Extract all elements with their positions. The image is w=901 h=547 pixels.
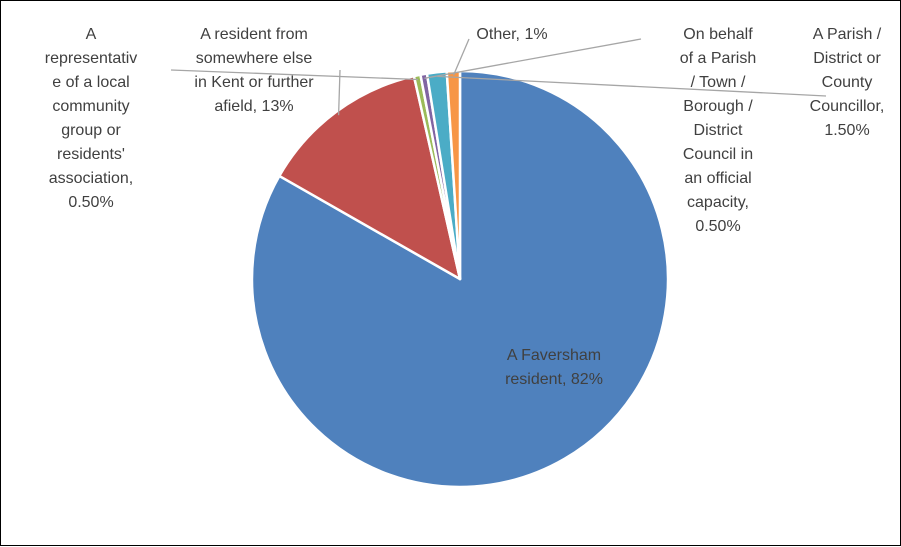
slice-data-label-line: / Town / xyxy=(691,74,746,91)
leader-line xyxy=(170,69,419,81)
data-labels: A Faversham resident, 82% A resident from s… xyxy=(45,26,885,388)
pie-slices xyxy=(250,69,670,489)
pie-slice xyxy=(445,69,462,281)
slice-data-label-line: 0.50% xyxy=(695,218,740,235)
leader-line xyxy=(437,75,827,97)
slice-data-label-line: an official xyxy=(684,170,751,187)
leader-line xyxy=(452,38,470,76)
slice-data-label-line: A Parish / xyxy=(813,26,882,43)
slice-data-label-line: District xyxy=(694,122,743,139)
slice-data-label-line: of a Parish xyxy=(680,50,756,67)
slice-data-label-line: On behalf xyxy=(683,26,753,43)
slice-data-label-line: Councillor, xyxy=(810,98,885,115)
slice-data-label-line: residents' xyxy=(57,146,125,163)
leader-line xyxy=(424,38,642,79)
slice-data-label-line: in Kent or further xyxy=(194,74,314,91)
slice-data-label: A resident from somewhere else in Kent or … xyxy=(194,26,314,115)
slice-data-label: A Faversham resident, 82% xyxy=(505,347,603,388)
slice-data-label-line: capacity, xyxy=(687,194,749,211)
slice-data-label-line: A Faversham xyxy=(507,347,601,364)
slice-data-label-line: representativ xyxy=(45,50,138,67)
slice-data-label-line: community xyxy=(52,98,129,115)
slice-data-label-line: somewhere else xyxy=(196,50,313,67)
slice-data-label-line: District or xyxy=(813,50,881,67)
slice-data-label-line: 0.50% xyxy=(68,194,113,211)
slice-data-label-line: group or xyxy=(61,122,121,139)
slice-data-label: On behalf of a Parish / Town / Borough / Dis… xyxy=(680,26,756,235)
slice-data-label-line: Borough / xyxy=(683,98,753,115)
slice-data-label-line: e of a local xyxy=(52,74,129,91)
slice-data-label-line: 1.50% xyxy=(824,122,869,139)
slice-data-label-line: Other, 1% xyxy=(476,26,547,43)
leader-line xyxy=(337,69,341,116)
slice-data-label-line: County xyxy=(822,74,873,91)
pie-slice xyxy=(278,74,462,281)
slice-data-label-line: A resident from xyxy=(200,26,308,43)
slice-data-label-line: afield, 13% xyxy=(214,98,293,115)
slice-data-label: Other, 1% xyxy=(476,26,547,43)
slice-data-label: A Parish / District or County Councillor, 1.… xyxy=(810,26,885,139)
slice-data-label-line: association, xyxy=(49,170,134,187)
pie-slice xyxy=(250,69,670,489)
slice-data-label-line: Council in xyxy=(683,146,753,163)
slice-data-label-line: A xyxy=(86,26,97,43)
leader-lines xyxy=(170,38,827,116)
slice-data-label-line: resident, 82% xyxy=(505,371,603,388)
